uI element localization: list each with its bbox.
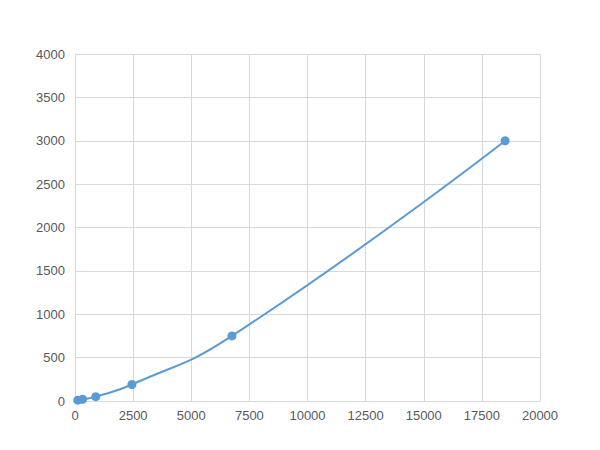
svg-text:2500: 2500: [36, 177, 65, 192]
svg-text:5000: 5000: [177, 408, 206, 423]
svg-text:500: 500: [43, 350, 65, 365]
svg-text:3500: 3500: [36, 90, 65, 105]
svg-text:4000: 4000: [36, 47, 65, 62]
svg-text:12500: 12500: [348, 408, 384, 423]
svg-text:0: 0: [58, 394, 65, 409]
svg-text:1500: 1500: [36, 263, 65, 278]
svg-text:10000: 10000: [289, 408, 325, 423]
svg-text:7500: 7500: [235, 408, 264, 423]
svg-text:2000: 2000: [36, 220, 65, 235]
svg-text:0: 0: [71, 408, 78, 423]
svg-text:1000: 1000: [36, 307, 65, 322]
svg-text:3000: 3000: [36, 133, 65, 148]
svg-text:15000: 15000: [406, 408, 442, 423]
svg-text:2500: 2500: [119, 408, 148, 423]
svg-text:17500: 17500: [464, 408, 500, 423]
svg-text:20000: 20000: [522, 408, 558, 423]
